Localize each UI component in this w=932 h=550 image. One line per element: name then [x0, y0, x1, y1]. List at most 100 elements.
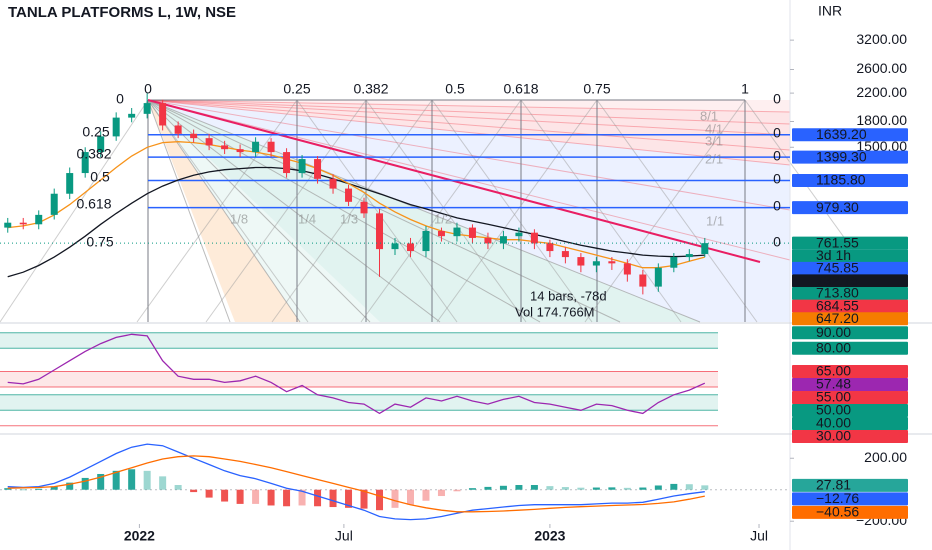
- rsi-zone: [0, 332, 718, 349]
- macd-histogram-bar: [546, 486, 554, 490]
- x-tick-label: Jul: [750, 528, 768, 544]
- candle-body: [50, 193, 58, 215]
- fib-price-label: 0.618: [76, 196, 111, 212]
- macd-histogram-bar: [639, 487, 647, 490]
- fib-right-label: 0: [773, 148, 781, 164]
- rsi-badge: 50.00: [816, 402, 851, 418]
- macd-histogram-bar: [345, 489, 353, 508]
- macd-badge-bg: [792, 505, 908, 519]
- macd-histogram-bar: [391, 489, 399, 508]
- fib-time-label: 0.5: [445, 81, 465, 97]
- rsi-line: [7, 333, 706, 415]
- rsi-badge: 65.00: [816, 363, 851, 379]
- candle-body: [19, 222, 27, 225]
- price-badge-bg: [792, 299, 908, 313]
- fan-line: [147, 99, 791, 166]
- candle-body: [66, 173, 74, 194]
- candle-body: [561, 251, 569, 258]
- fan-label: 1/2: [434, 211, 452, 226]
- macd-histogram-bar: [298, 489, 306, 506]
- gann-diagonal: [365, 99, 527, 323]
- fib-price-label: 0.75: [86, 234, 113, 250]
- gann-diagonal: [520, 99, 682, 323]
- fib-time-label: 1: [741, 81, 749, 97]
- fan-label: 8/1: [700, 108, 718, 123]
- candle-body: [623, 263, 631, 275]
- fan-label: 2/1: [705, 151, 723, 166]
- marks: 3200.00 2600.00 2200.00 1800.00 1500.00 2022 J…: [0, 31, 908, 544]
- macd-histogram-bar: [221, 489, 229, 502]
- candle-body: [577, 257, 585, 266]
- candle-body: [608, 261, 616, 264]
- candle-body: [128, 113, 136, 118]
- candle-body: [190, 133, 198, 139]
- macd-histogram-bar: [159, 476, 167, 490]
- candle-body: [81, 152, 89, 174]
- candle-body: [252, 141, 260, 153]
- candle-body: [97, 136, 105, 153]
- fib-time-label: 0.382: [353, 81, 388, 97]
- macd-line: [7, 443, 705, 521]
- candle-body: [685, 254, 693, 258]
- rsi-badge-bg: [792, 378, 908, 392]
- rsi-zone: [0, 371, 718, 388]
- macd-line: [7, 455, 705, 513]
- candle-body: [159, 103, 167, 126]
- price-level-label-bg: [792, 201, 908, 215]
- candle-body: [345, 188, 353, 202]
- macd-histogram-bar: [453, 489, 461, 492]
- gann-diagonal: [136, 99, 298, 323]
- macd-histogram-bar: [252, 489, 260, 504]
- fan-line: [147, 99, 231, 323]
- gann-diagonal: [596, 99, 758, 323]
- price-level-label-bg: [792, 150, 908, 164]
- fan-line: [147, 99, 541, 323]
- gann-diagonal: [584, 99, 746, 323]
- fib-price-label: 0.25: [82, 124, 109, 140]
- gann-diagonal: [147, 99, 309, 323]
- candle-body: [329, 178, 337, 189]
- rsi-badge: 80.00: [816, 339, 851, 355]
- rsi-badge-bg: [792, 341, 908, 355]
- fib-right-label: 0: [773, 234, 781, 250]
- rsi-badge-bg: [792, 365, 908, 379]
- candle-body: [360, 201, 368, 214]
- macd-histogram-bar: [66, 482, 74, 490]
- fan-label: 1/1: [706, 213, 724, 228]
- rsi-badge: 90.00: [816, 324, 851, 340]
- price-badge-bg: [792, 312, 908, 326]
- macd-histogram-bar: [437, 489, 445, 497]
- volume-label: Vol 174.766M: [515, 304, 595, 319]
- fan-line: [147, 99, 791, 136]
- gann-diagonal: [0, 99, 149, 323]
- fan-label: 1/4: [298, 211, 316, 226]
- candle-body: [143, 103, 151, 114]
- fib-time-label: 0.618: [503, 81, 538, 97]
- y-tick-label: 2200.00: [856, 84, 907, 100]
- candle-body: [639, 274, 647, 287]
- fan-line: [147, 99, 791, 125]
- macd-histogram-bar: [35, 488, 43, 490]
- candle-body: [701, 243, 709, 255]
- candle-body: [484, 237, 492, 244]
- price-badge: 761.55: [816, 234, 859, 250]
- fan-label: 1/3: [340, 211, 358, 226]
- y-tick-label: 200.00: [864, 449, 907, 465]
- rsi-badge-bg: [792, 430, 908, 444]
- y-tick-label: 2600.00: [856, 60, 907, 76]
- fan-label: 3/1: [705, 133, 723, 148]
- macd-histogram-bar: [329, 489, 337, 508]
- price-level-label-bg: [792, 174, 908, 188]
- macd-histogram-bar: [236, 489, 244, 504]
- price-level-label: 979.30: [816, 199, 859, 215]
- fan-line: [147, 99, 621, 323]
- macd-histogram-bar: [592, 487, 600, 490]
- measure-label: 14 bars, -78d: [530, 288, 607, 303]
- candle-body: [267, 141, 275, 153]
- candle-body: [468, 227, 476, 238]
- moving-average: [7, 141, 705, 269]
- fan-label: 4/1: [705, 121, 723, 136]
- macd-histogram-bar: [81, 477, 89, 490]
